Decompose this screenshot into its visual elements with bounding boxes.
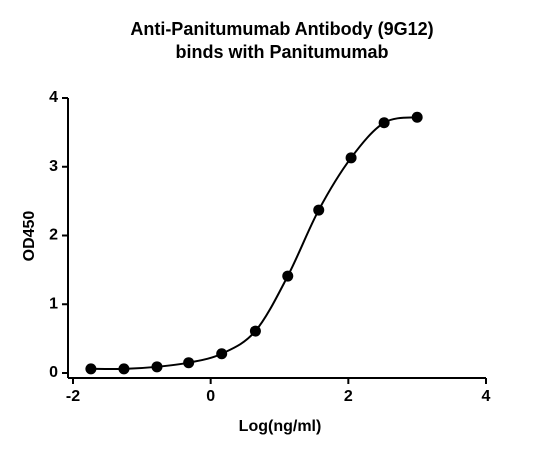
data-point <box>85 363 97 375</box>
x-axis-label: Log(ng/ml) <box>239 418 322 435</box>
data-point <box>313 204 325 216</box>
y-tick-label: 4 <box>49 89 58 106</box>
data-point <box>183 357 195 369</box>
x-tick-label: 2 <box>344 388 353 405</box>
data-point <box>118 363 130 375</box>
x-tick-label: 0 <box>206 388 215 405</box>
y-tick-label: 0 <box>49 364 58 381</box>
data-point <box>151 361 163 373</box>
x-tick-label: -2 <box>66 388 80 405</box>
data-point <box>378 117 390 129</box>
chart-title: Anti-Panitumumab Antibody (9G12) <box>130 19 433 39</box>
y-axis-label: OD450 <box>21 211 38 262</box>
y-tick-label: 2 <box>49 227 58 244</box>
y-tick-label: 3 <box>49 158 58 175</box>
chart-title: binds with Panitumumab <box>175 42 388 62</box>
data-point <box>411 111 423 123</box>
x-tick-label: 4 <box>482 388 491 405</box>
data-point <box>282 270 294 282</box>
data-point <box>345 152 357 164</box>
data-point <box>249 325 261 337</box>
data-point <box>216 348 228 360</box>
y-tick-label: 1 <box>49 295 58 312</box>
